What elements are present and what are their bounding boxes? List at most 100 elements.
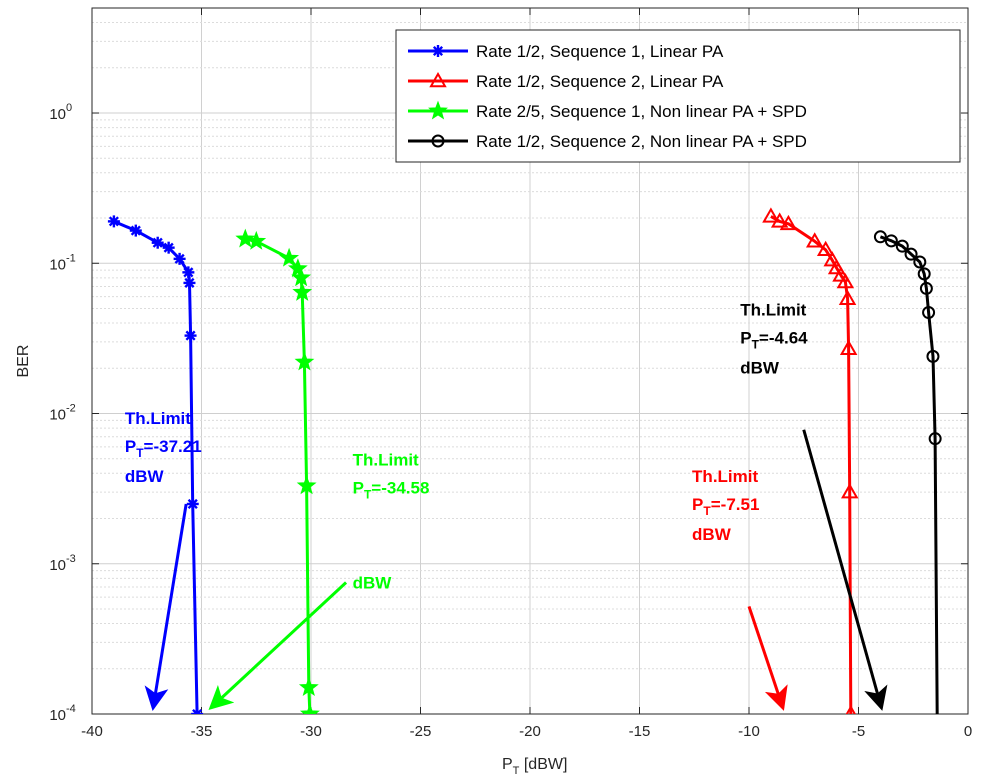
annotation-value: PT=-7.51	[692, 495, 759, 518]
annotation-arrow	[802, 429, 888, 711]
data-point	[928, 432, 942, 446]
legend-label: Rate 2/5, Sequence 1, Non linear PA + SP…	[476, 102, 807, 121]
data-point	[151, 236, 164, 249]
data-point	[184, 329, 197, 342]
data-point	[895, 239, 909, 253]
series-2	[762, 207, 859, 714]
asterisk-stroke	[432, 45, 444, 57]
legend-marker	[429, 71, 447, 88]
y-tick-exponent: -2	[66, 403, 76, 415]
series-line	[879, 235, 939, 714]
legend-marker	[431, 134, 445, 148]
annotation-unit: dBW	[692, 525, 732, 544]
annotation-green: Th.Limit PT=-34.58 dBW	[208, 451, 430, 711]
y-tick-label: 10	[49, 256, 66, 273]
x-axis-label: PT [dBW]	[502, 756, 567, 777]
annotation-title: Th.Limit	[353, 451, 419, 470]
legend-marker	[428, 100, 448, 120]
asterisk-stroke	[192, 708, 199, 714]
x-tick-label: -10	[738, 723, 760, 740]
data-point	[287, 258, 308, 278]
data-point	[816, 240, 835, 257]
x-tick-label: -15	[629, 723, 651, 740]
annotation-title: Th.Limit	[125, 409, 191, 428]
asterisk-stroke	[174, 253, 185, 264]
y-tick-label: 10	[49, 707, 66, 724]
y-tick-label: 10	[49, 557, 66, 574]
asterisk-stroke	[183, 267, 194, 278]
legend: Rate 1/2, Sequence 1, Linear PA Rate 1/2,…	[395, 29, 961, 163]
series-group	[107, 207, 942, 714]
asterisk-stroke	[130, 225, 141, 236]
x-tick-label: -35	[191, 723, 213, 740]
legend-entry-2: Rate 1/2, Sequence 2, Linear PA	[408, 71, 724, 91]
annotation-value: PT=-37.21	[125, 437, 202, 460]
data-point	[904, 247, 918, 261]
x-tick-label: -20	[519, 723, 541, 740]
x-tick-label: -5	[852, 723, 865, 740]
annotation-arrow	[747, 605, 788, 711]
annotation-arrow	[144, 503, 188, 711]
y-tick-exponent: -3	[66, 553, 76, 565]
annotation-value: PT=-4.64	[740, 328, 808, 351]
data-point	[183, 276, 196, 289]
y-tick-label: 10	[49, 106, 66, 123]
y-tick-exponent: 0	[66, 102, 72, 114]
x-tick-label: -25	[410, 723, 432, 740]
asterisk-stroke	[163, 242, 174, 253]
legend-box	[395, 29, 961, 163]
data-point	[296, 475, 317, 495]
data-point	[107, 215, 120, 228]
data-point	[805, 232, 824, 248]
annotations-group: Th.Limit PT=-37.21 dBW Th.Limit PT=-34.58 dBW…	[125, 300, 888, 711]
annotation-red: Th.Limit PT=-7.51 dBW	[692, 467, 788, 711]
data-point	[836, 273, 855, 289]
data-point	[838, 289, 857, 306]
axes: -40 -35 -30 -25 -20 -15 -10 -5 010-410-310-210-1…	[15, 7, 972, 777]
data-point	[162, 241, 175, 254]
data-point	[926, 349, 940, 363]
annotation-blue: Th.Limit PT=-37.21 dBW	[125, 409, 202, 711]
series-3	[235, 228, 320, 714]
data-point	[913, 255, 927, 269]
x-tick-label: 0	[964, 723, 972, 740]
asterisk-stroke	[187, 498, 198, 510]
data-point	[762, 207, 780, 223]
data-point	[182, 266, 195, 279]
y-tick-exponent: -1	[66, 252, 76, 264]
annotation-title: Th.Limit	[740, 300, 806, 319]
data-point	[291, 267, 312, 287]
legend-label: Rate 1/2, Sequence 1, Linear PA	[476, 42, 724, 61]
data-point	[186, 497, 199, 510]
data-point	[884, 234, 898, 248]
data-point	[770, 212, 789, 228]
data-point	[298, 677, 319, 696]
asterisk-stroke	[195, 708, 203, 714]
asterisk-stroke	[184, 277, 195, 288]
annotation-title: Th.Limit	[692, 467, 758, 486]
asterisk-stroke	[108, 216, 119, 227]
data-point	[823, 251, 841, 267]
data-point	[845, 704, 856, 714]
legend-entry-4: Rate 1/2, Sequence 2, Non linear PA + SP…	[408, 132, 807, 151]
y-tick-label: 10	[49, 407, 66, 424]
y-axis-label: BER	[15, 345, 32, 378]
annotation-unit: dBW	[125, 467, 165, 486]
data-point	[129, 224, 142, 237]
x-tick-label: -40	[81, 723, 103, 740]
legend-entry-1: Rate 1/2, Sequence 1, Linear PA	[408, 42, 724, 61]
asterisk-stroke	[152, 237, 163, 248]
asterisk-stroke	[185, 330, 196, 341]
data-point	[827, 258, 846, 275]
data-point	[279, 247, 300, 267]
series-4	[873, 230, 942, 714]
legend-entry-3: Rate 2/5, Sequence 1, Non linear PA + SP…	[408, 100, 807, 121]
data-point	[191, 708, 204, 714]
data-point	[919, 281, 933, 295]
data-point	[173, 252, 186, 265]
series-1	[107, 215, 204, 714]
annotation-value: PT=-34.58	[353, 479, 430, 502]
annotation-unit: dBW	[740, 358, 780, 377]
annotation-arrow	[208, 581, 348, 711]
